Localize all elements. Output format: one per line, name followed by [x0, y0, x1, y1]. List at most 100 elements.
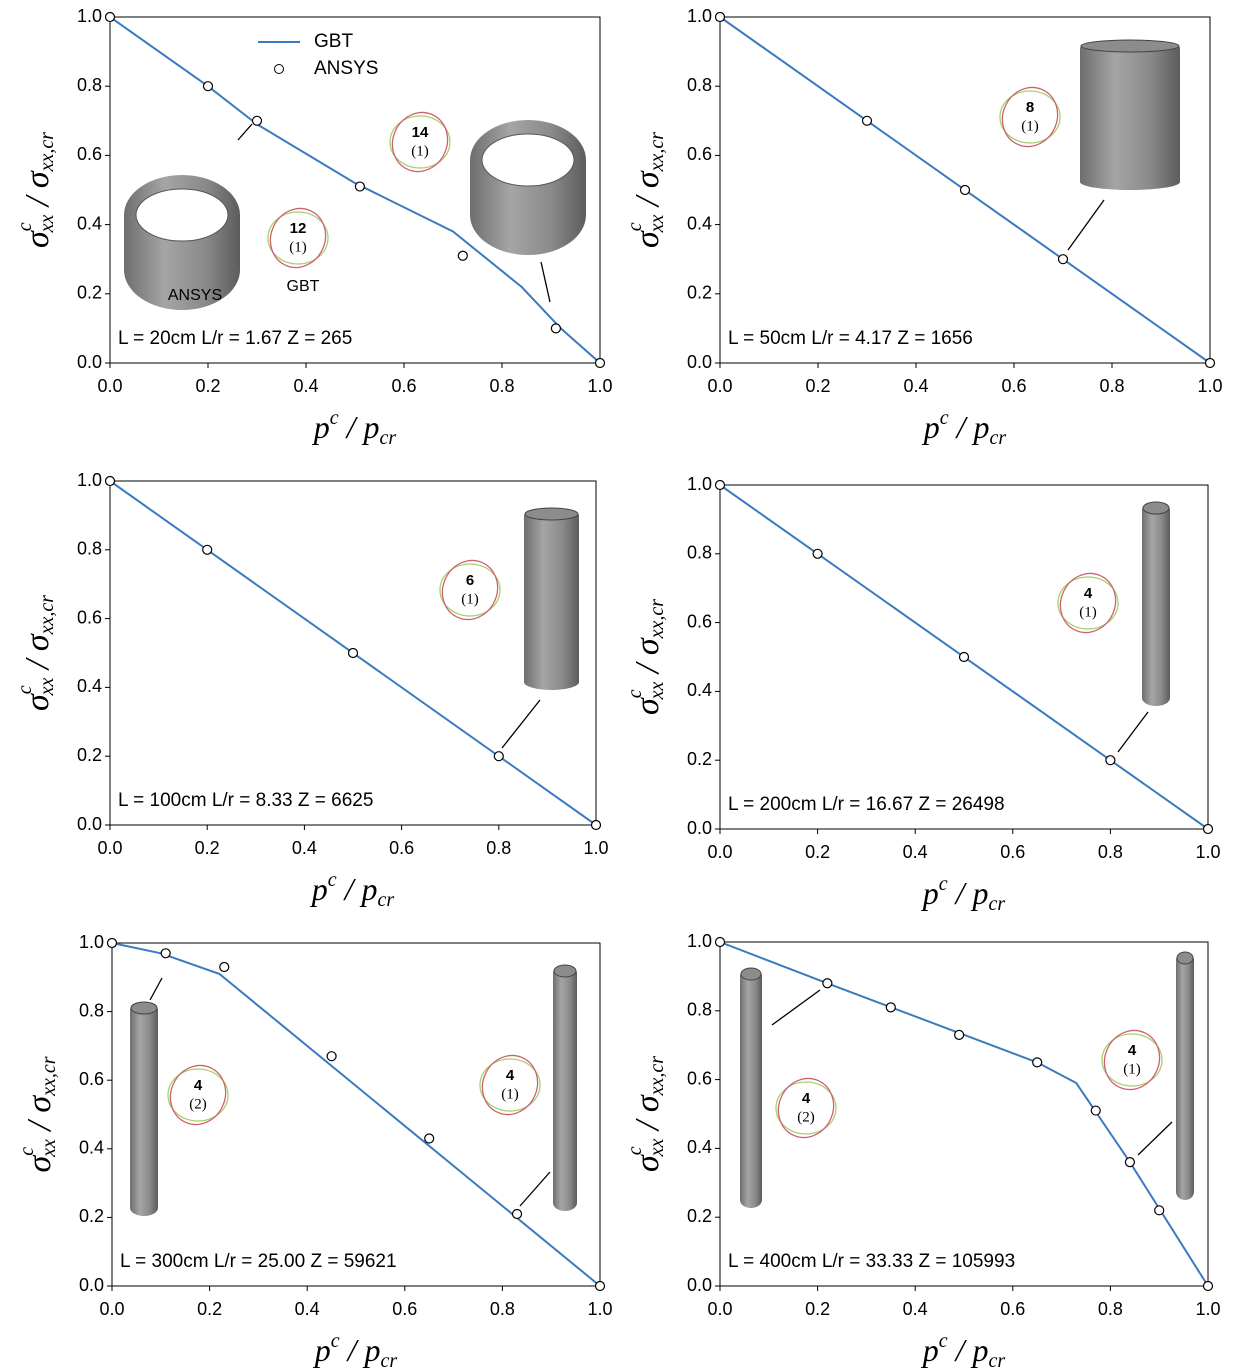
- y-axis-label-part: xx,cr: [646, 132, 668, 173]
- data-point: [863, 116, 872, 125]
- legend-label: ANSYS: [314, 58, 378, 79]
- data-point: [1125, 1158, 1134, 1167]
- mode-wave: (1): [289, 239, 307, 255]
- y-tick-label: 1.0: [687, 6, 712, 26]
- x-axis-label: pc / pcr: [312, 407, 397, 449]
- y-tick-label: 0.6: [687, 144, 712, 164]
- y-axis-label-part: xx: [646, 681, 668, 700]
- x-axis-label-part: cr: [381, 1350, 398, 1370]
- mode-shape: [993, 78, 1067, 155]
- y-tick-label: 1.0: [77, 470, 102, 490]
- data-point: [886, 1003, 895, 1012]
- x-tick-label: 0.8: [490, 1299, 515, 1319]
- mode-shape: [433, 551, 507, 628]
- y-axis-label-part: xx: [646, 214, 668, 233]
- data-point: [106, 13, 115, 22]
- x-tick-label: 0.6: [1000, 842, 1025, 862]
- plot-frame: [720, 942, 1208, 1286]
- x-axis-label-part: cr: [989, 1350, 1006, 1370]
- buckled-shell: [740, 968, 762, 1208]
- data-point: [220, 963, 229, 972]
- panel: 0.00.20.40.60.81.00.00.20.40.60.81.0pc /…: [14, 470, 609, 911]
- mode-wave: (1): [501, 1086, 519, 1102]
- shell-top: [554, 965, 576, 977]
- x-axis-label-part: / p: [339, 409, 380, 445]
- y-axis-label: σcxx / σxx,cr: [624, 1056, 668, 1172]
- legend-swatch: [275, 65, 284, 74]
- y-axis-label-part: c: [14, 685, 36, 694]
- x-axis-label-part: / p: [337, 871, 378, 907]
- x-axis-label-part: cr: [989, 893, 1006, 915]
- data-point: [1204, 1282, 1213, 1291]
- y-axis-label: σcxx / σxx,cr: [624, 132, 668, 248]
- x-tick-label: 0.0: [707, 842, 732, 862]
- y-axis-label-part: / σ: [21, 1095, 58, 1139]
- y-tick-label: 0.6: [77, 144, 102, 164]
- shape-label: GBT: [287, 278, 320, 295]
- y-tick-label: 0.6: [79, 1069, 104, 1089]
- leader-line: [520, 1172, 550, 1206]
- data-point: [425, 1134, 434, 1143]
- data-point: [349, 649, 358, 658]
- buckled-shell: [1142, 502, 1170, 706]
- x-axis-label-part: c: [940, 407, 949, 429]
- mode-wave: (2): [189, 1096, 207, 1112]
- shell-opening: [136, 189, 228, 241]
- y-tick-label: 1.0: [687, 931, 712, 951]
- y-tick-label: 0.6: [77, 607, 102, 627]
- annotation: L = 300cm L/r = 25.00 Z = 59621: [120, 1251, 397, 1272]
- series-line: [720, 942, 1208, 1286]
- y-tick-label: 0.8: [687, 1000, 712, 1020]
- y-axis-label-part: xx,cr: [38, 1056, 60, 1097]
- data-point: [823, 979, 832, 988]
- shell-top: [1177, 952, 1193, 964]
- x-tick-label: 0.6: [389, 838, 414, 858]
- x-tick-label: 0.8: [1098, 1299, 1123, 1319]
- panel: 0.00.20.40.60.81.00.00.20.40.60.81.0pc /…: [624, 6, 1223, 449]
- mode-shape: [1051, 564, 1125, 641]
- x-tick-label: 0.0: [707, 1299, 732, 1319]
- y-tick-label: 1.0: [79, 932, 104, 952]
- leader-line: [502, 700, 540, 748]
- y-tick-label: 0.2: [77, 745, 102, 765]
- x-tick-label: 0.4: [293, 376, 318, 396]
- x-axis-label: pc / pcr: [921, 873, 1006, 915]
- x-tick-label: 0.8: [486, 838, 511, 858]
- shape-label: ANSYS: [168, 287, 222, 304]
- x-tick-label: 1.0: [583, 838, 608, 858]
- y-tick-label: 0.4: [687, 213, 712, 233]
- y-tick-label: 0.4: [77, 213, 102, 233]
- y-tick-label: 0.2: [77, 283, 102, 303]
- x-tick-label: 1.0: [587, 1299, 612, 1319]
- shell-opening: [482, 134, 574, 186]
- y-axis-label: σcxx / σxx,cr: [14, 132, 58, 248]
- mode-shape: [261, 199, 335, 276]
- x-tick-label: 0.6: [392, 1299, 417, 1319]
- x-tick-label: 0.2: [805, 1299, 830, 1319]
- mode-number: 4: [506, 1067, 515, 1084]
- plot-frame: [112, 943, 600, 1286]
- mode-shape: [473, 1046, 547, 1123]
- x-axis-label-part: c: [939, 1330, 948, 1352]
- x-axis-label: pc / pcr: [310, 869, 395, 911]
- y-tick-label: 0.8: [77, 539, 102, 559]
- shell-top: [1081, 40, 1179, 52]
- y-axis-label-part: c: [16, 1147, 38, 1156]
- y-tick-label: 0.4: [687, 680, 712, 700]
- mode-number: 4: [1084, 585, 1093, 602]
- data-point: [494, 752, 503, 761]
- data-point: [551, 324, 560, 333]
- x-tick-label: 0.2: [805, 842, 830, 862]
- x-axis-label: pc / pcr: [921, 1330, 1006, 1370]
- x-tick-label: 0.2: [195, 376, 220, 396]
- x-axis-label-part: / p: [948, 875, 989, 911]
- shell-top: [525, 508, 578, 520]
- x-axis-label-part: c: [328, 869, 337, 891]
- y-tick-label: 0.4: [77, 676, 102, 696]
- y-axis-label-part: / σ: [629, 170, 666, 214]
- mode-shape: [769, 1069, 843, 1146]
- mode-number: 12: [290, 220, 307, 237]
- data-point: [1033, 1058, 1042, 1067]
- y-axis-label-part: c: [624, 689, 646, 698]
- x-tick-label: 0.2: [197, 1299, 222, 1319]
